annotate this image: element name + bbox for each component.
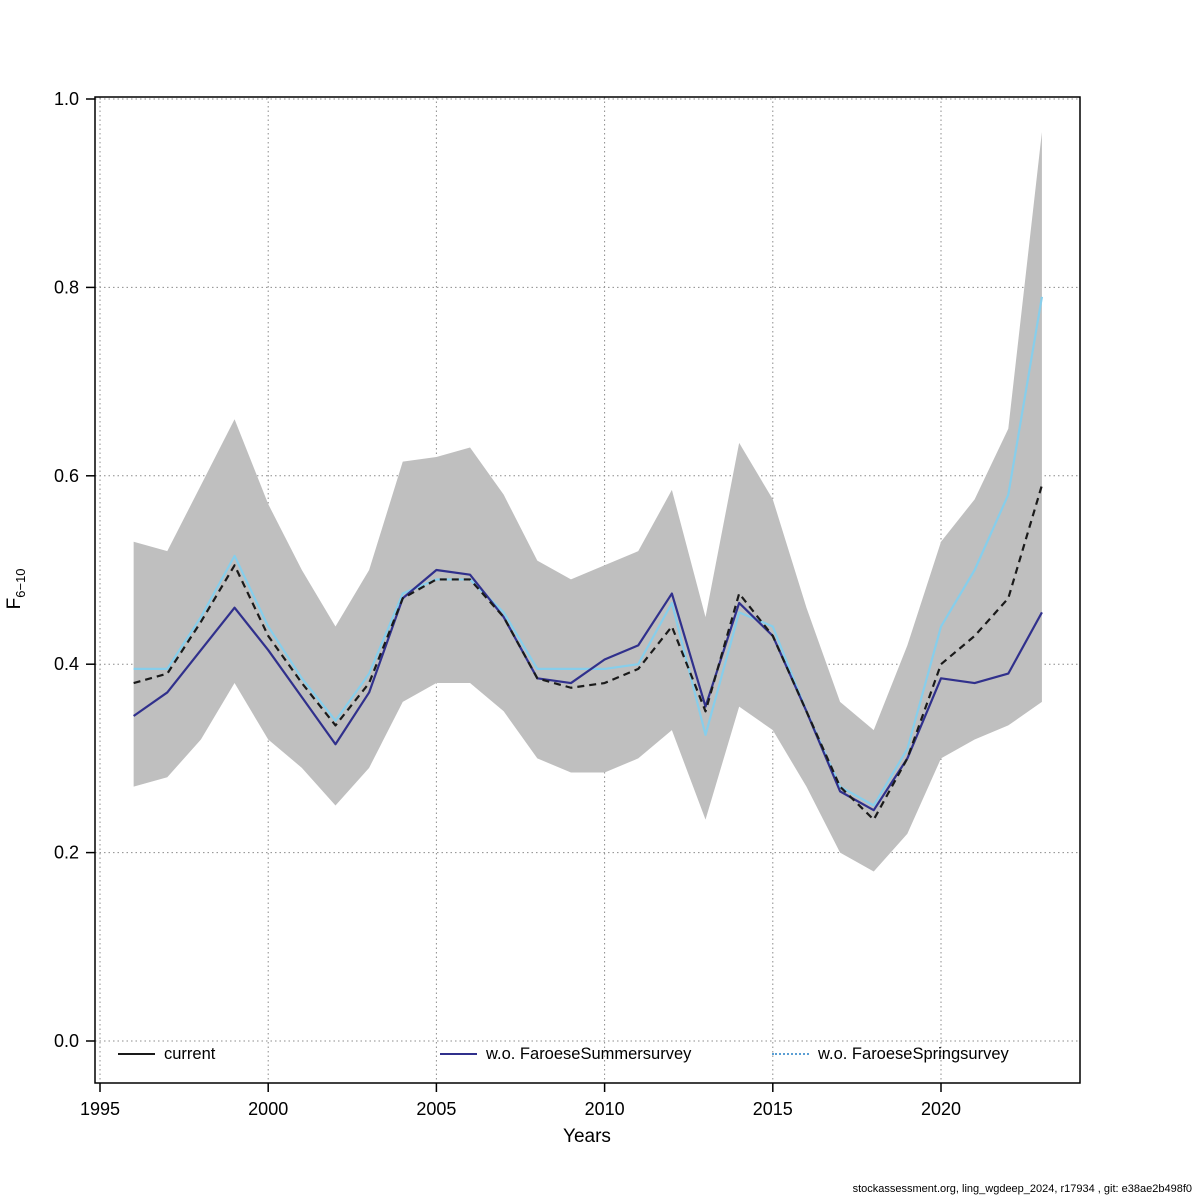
svg-text:2020: 2020: [921, 1099, 961, 1119]
legend-line-current: [118, 1053, 155, 1055]
svg-text:2005: 2005: [416, 1099, 456, 1119]
footer-caption: stockassessment.org, ling_wgdeep_2024, r…: [852, 1183, 1192, 1195]
svg-text:2015: 2015: [753, 1099, 793, 1119]
legend-label-current: current: [164, 1045, 216, 1063]
legend-label-springsurvey: w.o. FaroeseSpringsurvey: [818, 1045, 1009, 1063]
svg-text:2000: 2000: [248, 1099, 288, 1119]
svg-text:1995: 1995: [80, 1099, 120, 1119]
series-line-springsurvey: [133, 296, 1044, 807]
legend-item-current: current: [118, 1044, 215, 1064]
series-lines: [133, 296, 1044, 821]
legend-line-summersurvey: [440, 1053, 477, 1055]
svg-text:0.4: 0.4: [54, 654, 79, 674]
series-line-current: [133, 484, 1043, 821]
legend-item-springsurvey: w.o. FaroeseSpringsurvey: [772, 1044, 1009, 1064]
svg-text:1.0: 1.0: [54, 89, 79, 109]
svg-text:0.0: 0.0: [54, 1031, 79, 1051]
y-axis-label: F6−10: [4, 489, 28, 689]
svg-text:0.2: 0.2: [54, 843, 79, 863]
svg-text:0.8: 0.8: [54, 277, 79, 297]
axis-tick-labels: 1995 2000 2005 2010 2015 2020 0.0 0.2 0.4 0.6 0.8 1…: [54, 89, 961, 1119]
svg-text:0.6: 0.6: [54, 466, 79, 486]
axis-ticks: [86, 98, 942, 1092]
legend-item-summersurvey: w.o. FaroeseSummersurvey: [440, 1044, 691, 1064]
legend-label-summersurvey: w.o. FaroeseSummersurvey: [486, 1045, 692, 1063]
series-line-summersurvey: [133, 568, 1043, 812]
legend-line-springsurvey: [772, 1053, 809, 1055]
y-axis-label-sub: 6−10: [12, 568, 28, 598]
svg-text:2010: 2010: [585, 1099, 625, 1119]
plot-border: [94, 96, 1081, 1084]
x-axis-label: Years: [563, 1126, 611, 1147]
y-axis-label-main: F: [4, 597, 26, 610]
